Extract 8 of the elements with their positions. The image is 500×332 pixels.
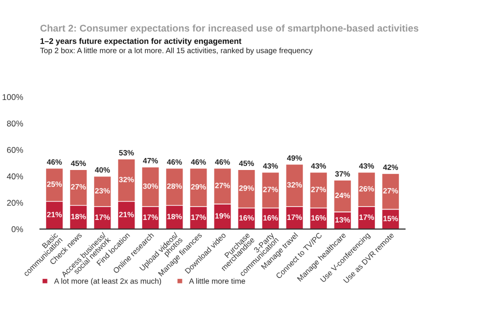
chart-subtitle: 1–2 years future expectation for activity engagement <box>40 38 242 46</box>
chart-title: Chart 2: Consumer expectations for increased use of smartphone-based activities <box>40 24 418 34</box>
y-tick-label: 80% <box>7 120 24 126</box>
y-tick-label: 100% <box>2 94 24 100</box>
y-tick-label: 0% <box>12 226 24 232</box>
y-tick-label: 60% <box>7 147 24 153</box>
y-tick-label: 40% <box>6 173 24 180</box>
y-tick-label: 20% <box>7 200 24 206</box>
